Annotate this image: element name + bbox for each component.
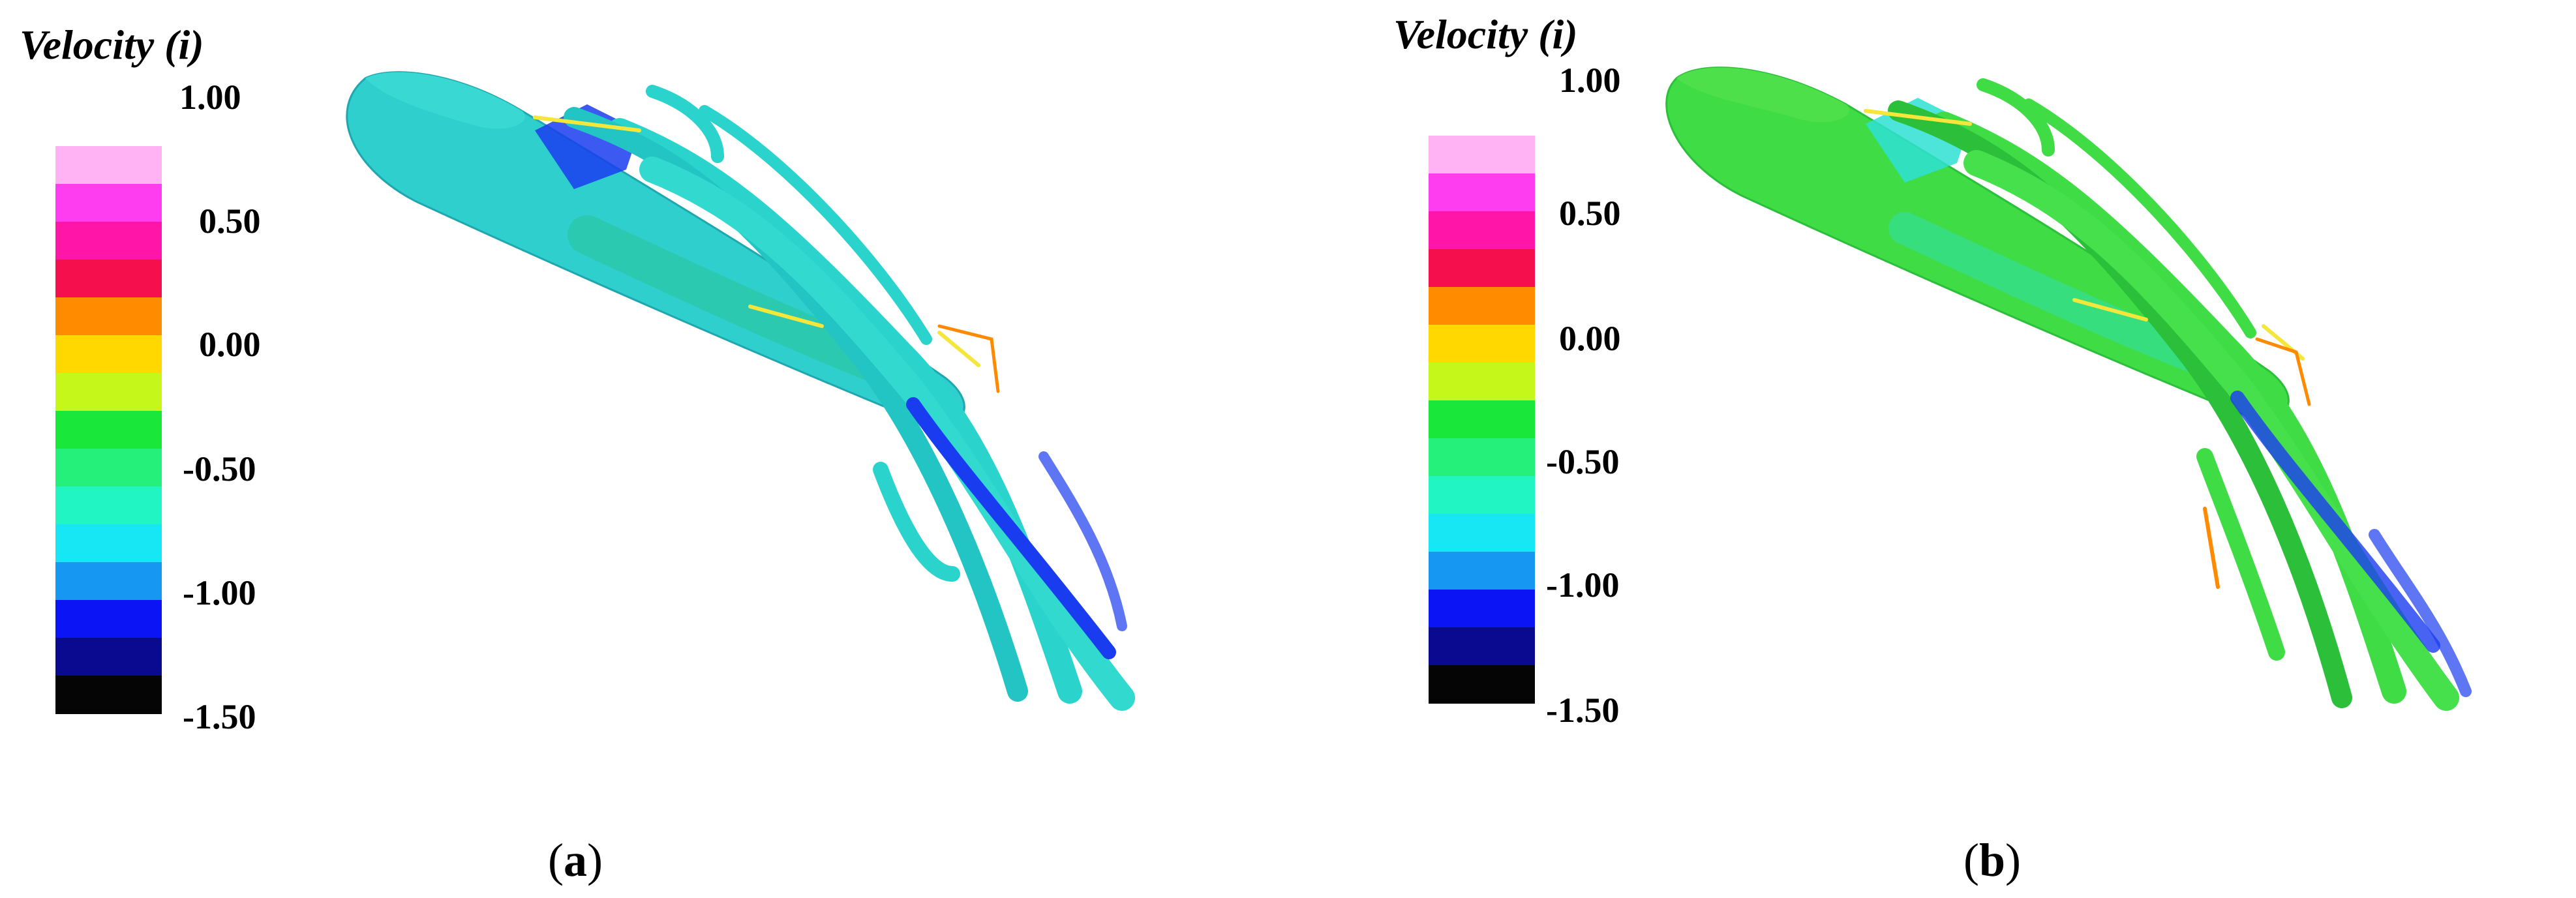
colorbar-swatch <box>1429 249 1535 288</box>
colorbar-swatch <box>1429 173 1535 212</box>
colorbar-swatch <box>1429 590 1535 628</box>
colorbar-swatch <box>1429 627 1535 666</box>
colorbar-swatch <box>1429 400 1535 439</box>
colorbar-swatch <box>1429 136 1535 174</box>
colorbar-swatch <box>55 146 162 185</box>
legend-title-b: Velocity (i) <box>1393 11 1578 57</box>
tick-label-b-4: -0.50 <box>1546 442 1620 481</box>
subcaption-b: (b) <box>1963 834 2022 886</box>
tick-label-a-2: 0.50 <box>199 202 261 241</box>
colorbar-swatch <box>55 335 162 374</box>
colorbar-swatch <box>55 373 162 412</box>
colorbar-swatch <box>1429 363 1535 401</box>
tick-label-b-6: -1.50 <box>1546 691 1620 730</box>
colorbar-swatch <box>1429 514 1535 552</box>
tick-label-b-2: 0.50 <box>1559 194 1621 233</box>
colorbar-swatch <box>1429 438 1535 477</box>
colorbar-swatch <box>1429 552 1535 590</box>
vortex-isosurface-a <box>346 71 1135 711</box>
colorbar-a <box>55 146 162 714</box>
tick-label-a-4: -0.50 <box>183 449 256 488</box>
colorbar-swatch <box>1429 665 1535 704</box>
colorbar-swatch <box>55 184 162 222</box>
tick-label-a-3: 0.00 <box>199 325 261 364</box>
colorbar-swatch <box>55 297 162 336</box>
colorbar-swatch <box>55 449 162 487</box>
colorbar-swatch <box>1429 211 1535 250</box>
colorbar-b <box>1429 136 1535 704</box>
colorbar-swatch <box>1429 476 1535 515</box>
tick-label-a-1: 1.00 <box>179 78 241 117</box>
tick-label-b-3: 0.00 <box>1559 319 1621 358</box>
colorbar-swatch <box>55 411 162 449</box>
panel-b: Velocity (i) 1.00 0.50 0.00 -0.50 -1.00 … <box>1370 0 2576 898</box>
tick-label-b-5: -1.00 <box>1546 565 1620 605</box>
tick-label-a-6: -1.50 <box>183 697 256 736</box>
colorbar-swatch <box>55 524 162 563</box>
colorbar-swatch <box>55 260 162 298</box>
vortex-isosurface-b <box>1665 67 2472 711</box>
colorbar-swatch <box>55 562 162 601</box>
colorbar-swatch <box>1429 325 1535 363</box>
colorbar-swatch <box>1429 287 1535 325</box>
tick-label-b-1: 1.00 <box>1559 61 1621 100</box>
subcaption-a: (a) <box>548 834 603 886</box>
tick-label-a-5: -1.00 <box>183 573 256 612</box>
colorbar-swatch <box>55 222 162 260</box>
colorbar-swatch <box>55 638 162 676</box>
colorbar-swatch <box>55 676 162 714</box>
panel-a: Velocity (i) 1.00 0.50 0.00 -0.50 -1.00 … <box>20 22 1135 886</box>
colorbar-swatch <box>55 600 162 638</box>
legend-title-a: Velocity (i) <box>20 22 204 68</box>
colorbar-swatch <box>55 486 162 525</box>
